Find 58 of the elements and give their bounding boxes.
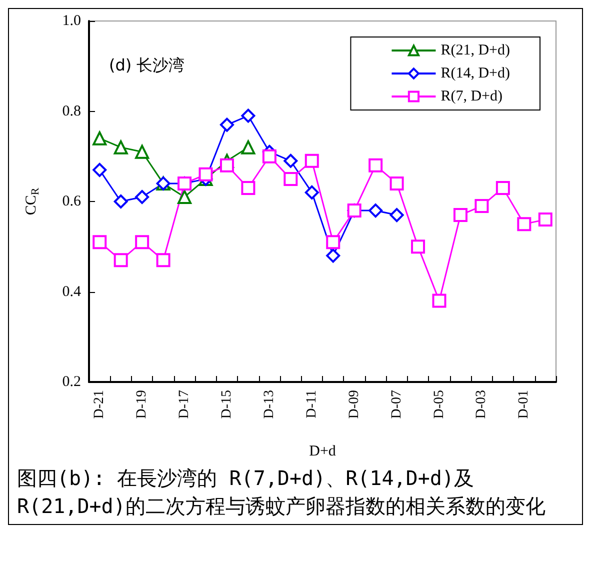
y-axis-title: CCR: [24, 187, 42, 216]
point: [284, 172, 298, 186]
x-tick-label: D-19: [134, 390, 150, 419]
point: [198, 167, 213, 182]
point: [474, 199, 489, 214]
point: [135, 144, 150, 159]
point: [326, 235, 340, 250]
point: [92, 235, 107, 250]
y-tick-label: 0.6: [62, 194, 82, 210]
point: [114, 194, 128, 208]
x-tick-label: D-07: [389, 390, 404, 419]
point: [390, 208, 404, 222]
point: [92, 131, 107, 146]
x-tick-label: D-05: [432, 390, 447, 419]
point: [284, 154, 298, 168]
point: [241, 140, 256, 154]
y-tick-label: 0.2: [62, 374, 81, 390]
x-tick-label: D-11: [304, 390, 320, 418]
y-tick-label: 0.4: [62, 284, 82, 300]
point: [241, 108, 256, 123]
point: [368, 158, 383, 172]
point: [114, 253, 128, 268]
text: 图四(b): 在長沙湾的 R(7,D+d)、R(14,D+d)及R(21,D+d)的二次方程与诱蚊产卵器指数的相关系数的变化: [16, 465, 546, 520]
point: [517, 217, 532, 232]
x-tick-label: D-13: [262, 390, 277, 419]
x-tick-label: D-01: [516, 390, 532, 419]
y-tick-label: 1.0: [62, 13, 81, 29]
point: [114, 140, 128, 154]
x-tick-label: D-03: [474, 390, 490, 419]
point: [411, 240, 426, 254]
point: [304, 154, 319, 168]
point: [220, 158, 234, 172]
point: [135, 235, 150, 250]
point: [220, 118, 234, 132]
x-tick-label: D-21: [92, 390, 108, 419]
point: [92, 162, 107, 177]
annotation: (d) 长沙湾: [109, 56, 185, 74]
point: [390, 176, 404, 190]
point: [368, 204, 383, 218]
x-tick-label: D-09: [346, 390, 362, 419]
y-tick-label: 0.8: [62, 103, 81, 120]
point: [156, 253, 170, 268]
point: [326, 248, 340, 263]
legend-label: R(7, D+d): [440, 88, 503, 104]
point: [304, 185, 319, 200]
point: [135, 190, 150, 204]
point: [178, 190, 192, 204]
point: [453, 208, 468, 222]
point: [496, 180, 510, 195]
point: [432, 294, 446, 308]
x-tick-label: D-17: [177, 390, 192, 419]
point: [538, 212, 552, 227]
legend-label: R(14, D+d): [440, 66, 510, 82]
x-tick-label: D-15: [219, 390, 234, 419]
x-axis-title: D+d: [309, 444, 336, 460]
point: [241, 180, 256, 195]
legend-label: R(21, D+d): [440, 42, 510, 58]
point: [262, 149, 276, 164]
